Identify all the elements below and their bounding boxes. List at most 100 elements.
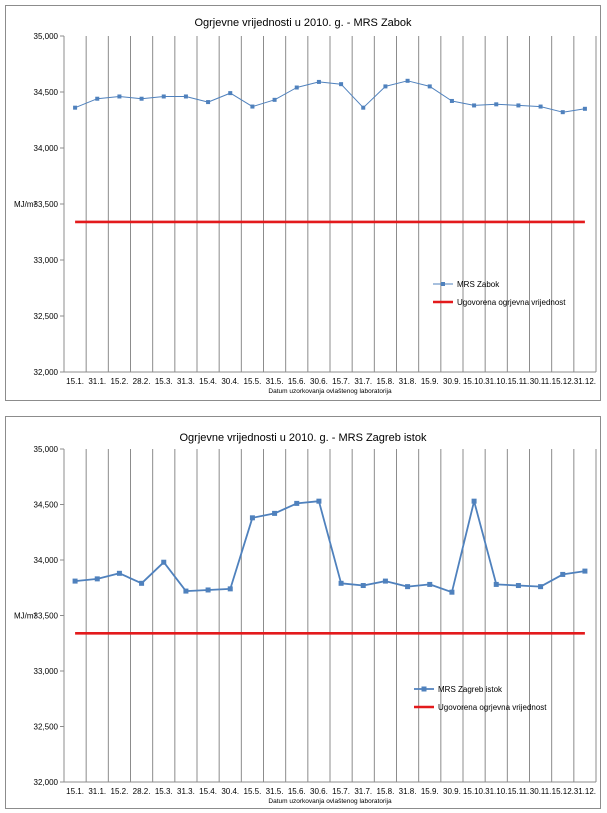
data-point [472, 103, 477, 108]
x-tick-label: 15.4. [199, 787, 217, 796]
data-point [228, 91, 233, 96]
chart-zagreb-istok: 32,000 32,500 33,000 33,500 34,000 34,500 35,0… [5, 416, 601, 809]
x-tick-label: 15.11. [508, 787, 530, 796]
legend-label: MRS Zabok [457, 280, 500, 289]
data-point [339, 82, 344, 87]
y-tick-label: 33,500 [34, 612, 59, 621]
data-point [515, 583, 521, 589]
x-tick-label: 15.9. [421, 377, 439, 386]
data-point [94, 576, 100, 582]
x-tick-label: 30.9. [443, 787, 461, 796]
data-point [183, 94, 188, 99]
y-tick-label: 35,000 [34, 32, 59, 41]
legend-marker [421, 686, 427, 692]
x-tick-label: 31.5. [266, 787, 284, 796]
data-point [227, 586, 233, 592]
data-point [116, 570, 122, 576]
data-point [139, 580, 145, 586]
x-tick-label: 15.12. [552, 787, 574, 796]
x-tick-label: 30.4. [221, 787, 239, 796]
y-tick-label: 32,000 [34, 368, 59, 377]
chart-zagreb-istok-svg: 32,000 32,500 33,000 33,500 34,000 34,500 35,0… [14, 432, 597, 805]
data-point [494, 102, 499, 107]
chart-zabok-svg: 32,000 32,500 33,000 33,500 34,000 34,500 35,0… [14, 17, 597, 395]
data-point [493, 581, 499, 587]
gridlines [63, 36, 597, 372]
x-tick-label: 31.1. [88, 377, 106, 386]
series-line [74, 80, 585, 113]
x-tick-label: 15.6. [288, 377, 306, 386]
x-tick-label: 15.5. [244, 377, 262, 386]
x-tick-label: 30.6. [310, 377, 328, 386]
series-0 [72, 498, 588, 595]
gridlines [63, 449, 597, 782]
data-point [405, 584, 411, 590]
x-tick-label: 15.2. [111, 377, 129, 386]
data-point [272, 510, 278, 516]
x-tick-label: 31.3. [177, 787, 195, 796]
data-point [361, 105, 366, 110]
legend: MRS Zabok Ugovorena ogrjevna vrijednost [433, 280, 566, 307]
legend-label: MRS Zagreb istok [438, 685, 503, 694]
legend-label: Ugovorena ogrjevna vrijednost [457, 298, 566, 307]
data-point [183, 588, 189, 594]
y-tick-label: 33,500 [34, 200, 59, 209]
data-point [383, 84, 388, 89]
x-tick-label: 15.1. [66, 377, 84, 386]
x-tick-label: 15.10. [463, 377, 485, 386]
x-tick-label: 30.11. [530, 377, 552, 386]
data-point [582, 568, 588, 574]
data-point [560, 571, 566, 577]
data-point [95, 96, 100, 101]
data-point [405, 78, 410, 83]
data-point [449, 98, 454, 103]
x-tick-label: 31.10. [485, 377, 507, 386]
data-point [72, 578, 78, 584]
data-point [560, 110, 565, 115]
data-point [161, 94, 166, 99]
x-tick-label: 15.8. [377, 787, 395, 796]
y-tick-label: 32,000 [34, 778, 59, 787]
x-tick-label: 15.10. [463, 787, 485, 796]
y-tick-label: 34,500 [34, 88, 59, 97]
data-point [471, 498, 477, 504]
x-tick-label: 28.2. [133, 787, 151, 796]
y-tick-label: 32,500 [34, 723, 59, 732]
series-0 [73, 78, 587, 115]
x-tick-label: 31.10. [485, 787, 507, 796]
legend-marker [441, 282, 445, 286]
x-tick-label: 28.2. [133, 377, 151, 386]
data-point [538, 584, 544, 590]
y-axis-label: MJ/m³ [14, 200, 37, 209]
y-tick-label: 32,500 [34, 312, 59, 321]
x-tick-label: 15.9. [421, 787, 439, 796]
legend: MRS Zagreb istok Ugovorena ogrjevna vrije… [414, 685, 547, 712]
x-tick-label: 15.4. [199, 377, 217, 386]
x-tick-label: 31.5. [266, 377, 284, 386]
x-tick-label: 31.3. [177, 377, 195, 386]
y-tick-label: 34,000 [34, 144, 59, 153]
data-point [250, 104, 255, 109]
y-tick-label: 33,000 [34, 256, 59, 265]
x-tick-label: 31.7. [354, 787, 372, 796]
x-tick-label: 15.7. [332, 787, 350, 796]
x-axis-label: Datum uzorkovanja ovlaštenog laboratorij… [268, 388, 392, 395]
legend-label: Ugovorena ogrjevna vrijednost [438, 703, 547, 712]
data-point [272, 97, 277, 102]
data-point [582, 106, 587, 111]
x-tick-label: 15.2. [111, 787, 129, 796]
x-tick-label: 30.9. [443, 377, 461, 386]
data-point [427, 581, 433, 587]
data-point [206, 100, 211, 105]
data-point [73, 105, 78, 110]
x-tick-label: 15.6. [288, 787, 306, 796]
data-point [427, 84, 432, 89]
x-tick-label: 15.12. [552, 377, 574, 386]
y-tick-label: 35,000 [34, 445, 59, 454]
x-tick-label: 31.8. [399, 377, 417, 386]
data-point [316, 498, 322, 504]
data-point [316, 79, 321, 84]
data-point [516, 103, 521, 108]
data-point [449, 589, 455, 595]
x-tick-label: 31.12. [574, 377, 596, 386]
